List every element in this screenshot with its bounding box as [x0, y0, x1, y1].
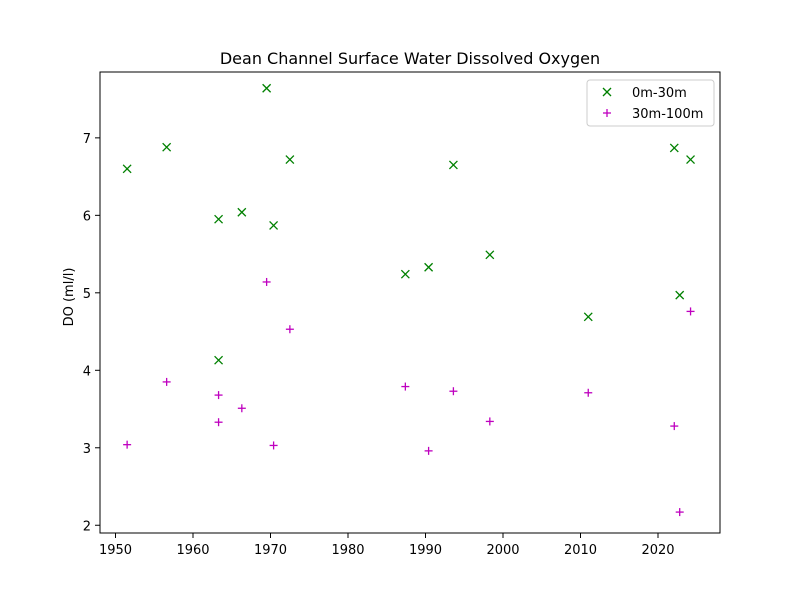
- data-point-series-0: [485, 250, 495, 260]
- x-tick-label: 1950: [99, 543, 132, 558]
- y-tick-label: 4: [83, 364, 91, 379]
- legend-box: [586, 79, 715, 127]
- data-point-series-0-stroke: [669, 143, 679, 153]
- x-tick-label: 2020: [641, 543, 674, 558]
- legend-marker: [602, 87, 612, 97]
- data-point-series-1: [214, 391, 223, 400]
- data-point-series-1: [269, 441, 278, 450]
- data-point-series-1: [670, 422, 679, 431]
- data-point-series-0: [669, 143, 679, 153]
- x-tick-label: 1990: [409, 543, 442, 558]
- data-point-series-0-stroke: [424, 262, 434, 272]
- data-point-series-0: [262, 83, 272, 93]
- x-tick-label: 1960: [176, 543, 209, 558]
- data-point-series-0-stroke: [448, 160, 458, 170]
- data-point-series-0: [400, 269, 410, 279]
- data-point-series-0-stroke: [162, 142, 172, 152]
- y-tick-label: 2: [83, 519, 91, 534]
- data-point-series-0-stroke: [262, 83, 272, 93]
- data-point-series-1: [262, 277, 271, 286]
- data-point-series-0-stroke: [485, 250, 495, 260]
- data-point-series-0: [583, 312, 593, 322]
- data-point-series-0: [269, 220, 279, 230]
- y-tick-label: 5: [83, 287, 91, 302]
- data-point-series-0-stroke: [237, 207, 247, 217]
- legend: 0m-30m 30m-100m: [586, 79, 715, 127]
- data-point-series-1: [675, 508, 684, 517]
- data-point-series-0-stroke: [214, 355, 224, 365]
- data-point-series-0: [237, 207, 247, 217]
- data-point-series-1: [485, 417, 494, 426]
- legend-marker: [603, 109, 611, 117]
- data-point-series-1: [584, 388, 593, 397]
- y-tick-label: 6: [83, 209, 91, 224]
- legend-label: 30m-100m: [632, 107, 703, 122]
- legend-label: 0m-30m: [632, 86, 687, 101]
- x-tick-label: 1980: [331, 543, 364, 558]
- x-tick-label: 1970: [254, 543, 287, 558]
- data-point-series-0: [675, 290, 685, 300]
- data-point-series-0-stroke: [122, 164, 132, 174]
- data-point-series-1: [237, 404, 246, 413]
- x-tick-label: 2010: [564, 543, 597, 558]
- data-point-series-1: [214, 418, 223, 427]
- data-point-series-1: [686, 307, 695, 316]
- data-point-series-0: [214, 355, 224, 365]
- legend-marker-stroke: [602, 87, 612, 97]
- data-point-series-0-stroke: [400, 269, 410, 279]
- data-point-series-1: [162, 377, 171, 386]
- axes-frame: [99, 71, 721, 534]
- data-point-series-0-stroke: [269, 220, 279, 230]
- data-point-series-0: [424, 262, 434, 272]
- y-tick-label: 3: [83, 442, 91, 457]
- data-point-series-1: [401, 382, 410, 391]
- data-point-series-0: [162, 142, 172, 152]
- data-point-series-0-stroke: [285, 155, 295, 165]
- plot-area: 1950 1960 1970 1980 1990 2000 2010 2020 2 3 4 5 6 7: [83, 71, 721, 558]
- data-point-series-0-stroke: [675, 290, 685, 300]
- chart-title: Dean Channel Surface Water Dissolved Oxy…: [220, 49, 600, 68]
- data-point-series-0-stroke: [214, 214, 224, 224]
- y-tick-label: 7: [83, 132, 91, 147]
- data-point-series-1: [449, 387, 458, 396]
- data-point-series-0-stroke: [583, 312, 593, 322]
- data-point-series-0: [285, 155, 295, 165]
- data-point-series-1: [424, 446, 433, 455]
- data-point-series-1: [285, 325, 294, 334]
- data-point-series-0: [122, 164, 132, 174]
- data-point-series-1: [123, 440, 132, 449]
- data-point-series-0-stroke: [686, 155, 696, 165]
- data-point-series-0: [214, 214, 224, 224]
- x-tick-label: 2000: [486, 543, 519, 558]
- data-point-series-0: [448, 160, 458, 170]
- y-axis-label: DO (ml/l): [62, 268, 77, 327]
- data-point-series-0: [686, 155, 696, 165]
